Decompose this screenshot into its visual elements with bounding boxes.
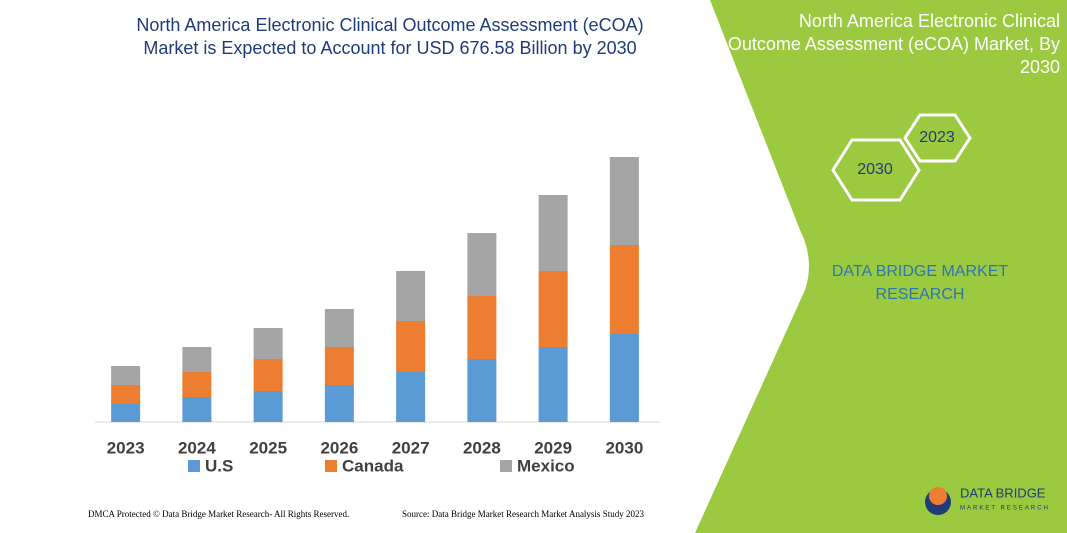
legend-swatch xyxy=(188,460,200,472)
bar-segment xyxy=(538,271,568,347)
logo-name: DATA BRIDGE xyxy=(960,485,1046,500)
bar-segment xyxy=(467,359,497,422)
bar-segment xyxy=(111,404,141,422)
bar-segment xyxy=(324,347,354,385)
hexagon xyxy=(831,138,921,202)
bar-segment xyxy=(609,245,639,334)
chart-title: North America Electronic Clinical Outcom… xyxy=(136,15,644,58)
legend-label: Canada xyxy=(342,456,404,475)
bar-segment xyxy=(111,385,141,404)
bar-segment xyxy=(182,347,212,372)
legend-label: U.S xyxy=(205,456,233,475)
bar-segment xyxy=(609,334,639,422)
bar-segment xyxy=(324,309,354,347)
bar-segment xyxy=(467,233,497,296)
x-tick-label: 2027 xyxy=(392,438,430,457)
bar-segment xyxy=(538,195,568,271)
bar-segment xyxy=(396,321,426,372)
plot: 2023 2024 2025 2026 2027 2028 2029 2030 U.S Canad… xyxy=(107,157,643,475)
bar-segment xyxy=(111,366,141,385)
bar-segment xyxy=(467,296,497,359)
bar-segment xyxy=(324,385,354,422)
hexagon xyxy=(903,113,972,163)
legend-swatch xyxy=(325,460,337,472)
panel-title-box: North America Electronic Clinical Outcom… xyxy=(727,11,1060,77)
legend-label: Mexico xyxy=(517,456,575,475)
title-box: North America Electronic Clinical Outcom… xyxy=(136,15,644,58)
bar-segment xyxy=(396,372,426,422)
bar-segment xyxy=(253,391,283,422)
footer-left: DMCA Protected © Data Bridge Market Rese… xyxy=(88,509,349,519)
x-tick-label: 2029 xyxy=(534,438,572,457)
logo-tagline: MARKET RESEARCH xyxy=(960,506,1050,512)
bar-segment xyxy=(396,271,426,321)
x-tick-label: 2030 xyxy=(605,438,643,457)
bar-segment xyxy=(182,397,212,422)
footer-right: Source: Data Bridge Market Research Mark… xyxy=(402,509,644,519)
bar-segment xyxy=(253,359,283,391)
bar-segment xyxy=(538,347,568,422)
brand-box: DATA BRIDGE MARKET RESEARCH xyxy=(831,263,1009,303)
brand: DATA BRIDGE MARKET RESEARCH xyxy=(831,263,1009,303)
bar-segment xyxy=(182,372,212,397)
hexagon-label: 2023 xyxy=(919,129,955,146)
legend-swatch xyxy=(500,460,512,472)
x-tick-label: 2028 xyxy=(463,438,501,457)
bar-segment xyxy=(253,328,283,359)
bar-segment xyxy=(609,157,639,245)
x-tick-label: 2025 xyxy=(249,438,287,457)
panel-title: North America Electronic Clinical Outcom… xyxy=(727,11,1060,77)
hexagon-label: 2030 xyxy=(857,161,893,178)
logo-icon xyxy=(929,487,947,505)
x-tick-label: 2026 xyxy=(320,438,358,457)
side-panel xyxy=(695,0,1067,533)
x-tick-label: 2024 xyxy=(178,438,216,457)
x-tick-label: 2023 xyxy=(107,438,145,457)
